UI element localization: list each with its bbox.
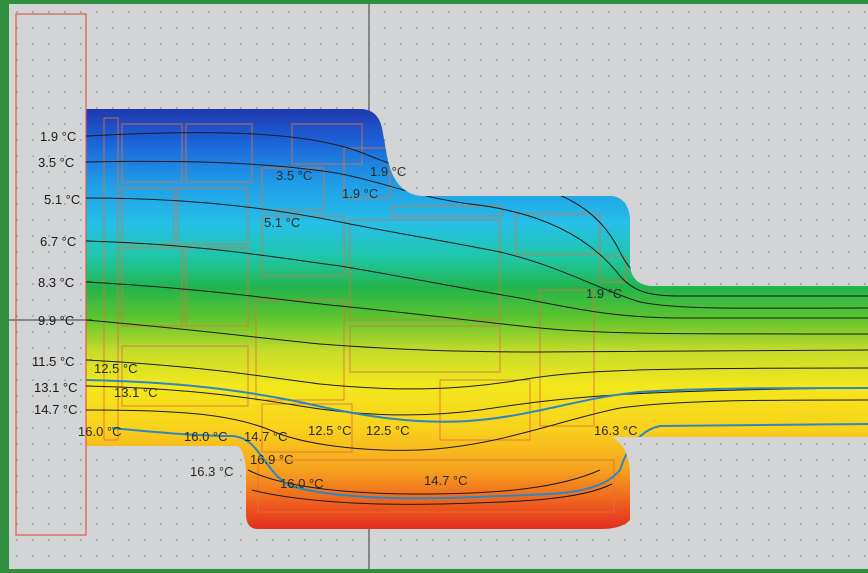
scale-labels: 1.9 °C 3.5 °C 5.1 °C 6.7 °C 8.3 °C 9.9 °… [32,129,80,417]
isotherm-label: 14.7 °C [424,473,468,488]
isotherm-label: 16.0 °C [184,429,228,444]
isotherm-labels: 16.0 °C 12.5 °C 13.1 °C 16.0 °C 14.7 °C … [78,164,638,491]
isotherm-label: 16.0 °C [78,424,122,439]
isotherm-label: 16.3 °C [594,423,638,438]
isotherm-label: 3.5 °C [276,168,312,183]
isotherm-label: 1.9 °C [342,186,378,201]
isotherm-label: 1.9 °C [370,164,406,179]
temperature-field [86,109,868,529]
boundary-outline [15,13,87,536]
highlight-isotherms [86,379,868,500]
scale-label-1: 1.9 °C [40,129,76,144]
scale-label-4: 6.7 °C [40,234,76,249]
isotherm-label: 1.9 °C [586,286,622,301]
isotherm-lines [86,132,868,505]
isotherm-label: 16.3 °C [190,464,234,479]
scale-label-7: 11.5 °C [32,354,75,369]
isotherm-label: 12.5 °C [366,423,410,438]
scale-label-9: 14.7 °C [34,402,78,417]
isotherm-label: 16.0 °C [280,476,324,491]
scale-label-8: 13.1 °C [34,380,78,395]
isotherm-label: 13.1 °C [114,385,158,400]
scale-label-2: 3.5 °C [38,155,74,170]
scale-label-6: 9.9 °C [38,313,74,328]
isotherm-label: 12.5 °C [308,423,352,438]
scale-ticks [86,135,92,411]
scale-label-5: 8.3 °C [38,275,74,290]
isotherm-label: 5.1 °C [264,215,300,230]
scale-label-3: 5.1 °C [44,192,80,207]
isotherm-label: 16.9 °C [250,452,294,467]
isotherm-label: 12.5 °C [94,361,138,376]
profile-chambers [103,117,627,513]
isotherm-label: 14.7 °C [244,429,288,444]
